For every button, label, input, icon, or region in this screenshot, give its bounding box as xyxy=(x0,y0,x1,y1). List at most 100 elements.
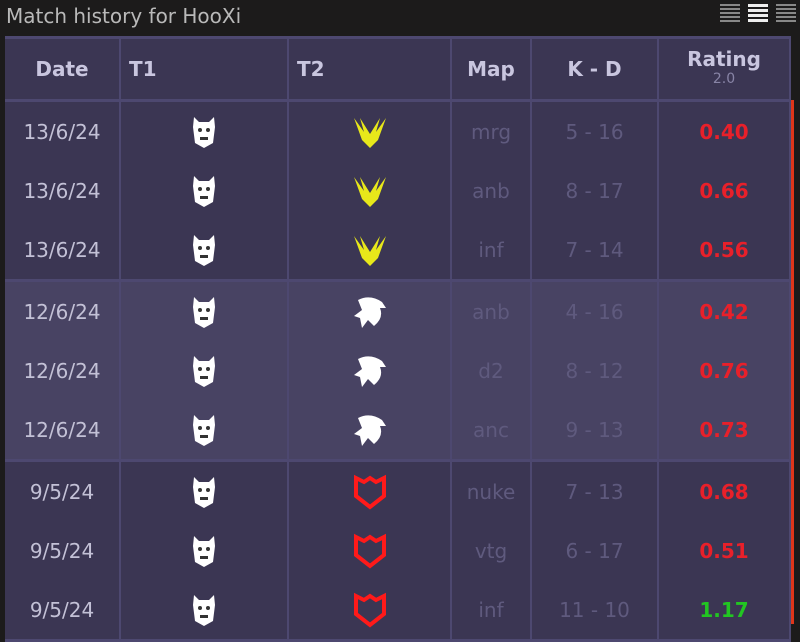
team2-cell xyxy=(289,220,452,279)
table-row[interactable]: 12/6/24 anc 9 - 13 0.73 xyxy=(5,400,791,459)
match-history-table: Date T1 T2 Map K - D Rating 2.0 13/6/24 m… xyxy=(5,36,791,642)
team2-cell xyxy=(289,400,452,459)
vitality-logo-icon xyxy=(353,117,386,148)
map-name: inf xyxy=(452,580,532,639)
rating-value: 0.73 xyxy=(659,400,791,459)
mouz-logo-icon xyxy=(353,592,386,628)
header-kd[interactable]: K - D xyxy=(532,39,659,99)
team2-cell xyxy=(289,580,452,639)
table-header: Date T1 T2 Map K - D Rating 2.0 xyxy=(5,39,791,102)
table-row[interactable]: 12/6/24 d2 8 - 12 0.76 xyxy=(5,341,791,400)
match-date: 13/6/24 xyxy=(5,161,121,220)
compact-view-icon[interactable] xyxy=(720,4,740,24)
wide-view-icon[interactable] xyxy=(776,4,796,24)
rating-value: 1.17 xyxy=(659,580,791,639)
scrollbar[interactable] xyxy=(791,100,794,624)
rating-value: 0.42 xyxy=(659,282,791,341)
match-date: 13/6/24 xyxy=(5,102,121,161)
team1-cell xyxy=(121,462,289,521)
vitality-logo-icon xyxy=(353,235,386,266)
header-t1[interactable]: T1 xyxy=(121,39,289,99)
kill-death: 6 - 17 xyxy=(532,521,659,580)
match-date: 12/6/24 xyxy=(5,282,121,341)
kill-death: 11 - 10 xyxy=(532,580,659,639)
rating-value: 0.68 xyxy=(659,462,791,521)
title-bar: Match history for HooXi xyxy=(0,0,800,34)
table-row[interactable]: 9/5/24 vtg 6 - 17 0.51 xyxy=(5,521,791,580)
header-t2[interactable]: T2 xyxy=(289,39,452,99)
team1-cell xyxy=(121,341,289,400)
match-date: 9/5/24 xyxy=(5,462,121,521)
g2-logo-icon xyxy=(193,234,215,266)
kill-death: 7 - 14 xyxy=(532,220,659,279)
kill-death: 7 - 13 xyxy=(532,462,659,521)
team1-cell xyxy=(121,161,289,220)
table-row[interactable]: 13/6/24 anb 8 - 17 0.66 xyxy=(5,161,791,220)
rating-value: 0.51 xyxy=(659,521,791,580)
team1-cell xyxy=(121,521,289,580)
g2-logo-icon xyxy=(193,116,215,148)
g2-logo-icon xyxy=(193,175,215,207)
map-name: nuke xyxy=(452,462,532,521)
kill-death: 8 - 17 xyxy=(532,161,659,220)
map-name: inf xyxy=(452,220,532,279)
spirit-logo-icon xyxy=(353,355,386,387)
header-rating[interactable]: Rating 2.0 xyxy=(659,39,791,99)
rating-label: Rating xyxy=(687,47,761,71)
rating-value: 0.66 xyxy=(659,161,791,220)
g2-logo-icon xyxy=(193,355,215,387)
g2-logo-icon xyxy=(193,535,215,567)
page-title: Match history for HooXi xyxy=(6,4,242,28)
match-date: 13/6/24 xyxy=(5,220,121,279)
map-name: anb xyxy=(452,161,532,220)
map-name: mrg xyxy=(452,102,532,161)
rating-value: 0.40 xyxy=(659,102,791,161)
team1-cell xyxy=(121,400,289,459)
mouz-logo-icon xyxy=(353,533,386,569)
opponent-group: 13/6/24 mrg 5 - 16 0.40 13/6/24 anb 8 - … xyxy=(5,102,791,282)
rating-value: 0.76 xyxy=(659,341,791,400)
table-row[interactable]: 12/6/24 anb 4 - 16 0.42 xyxy=(5,282,791,341)
view-toggle xyxy=(720,4,796,24)
team1-cell xyxy=(121,580,289,639)
kill-death: 8 - 12 xyxy=(532,341,659,400)
table-row[interactable]: 9/5/24 inf 11 - 10 1.17 xyxy=(5,580,791,639)
table-row[interactable]: 13/6/24 mrg 5 - 16 0.40 xyxy=(5,102,791,161)
match-date: 12/6/24 xyxy=(5,400,121,459)
table-row[interactable]: 13/6/24 inf 7 - 14 0.56 xyxy=(5,220,791,279)
team1-cell xyxy=(121,282,289,341)
opponent-group: 9/5/24 nuke 7 - 13 0.68 9/5/24 vtg 6 - 1… xyxy=(5,462,791,642)
g2-logo-icon xyxy=(193,296,215,328)
mouz-logo-icon xyxy=(353,474,386,510)
match-date: 9/5/24 xyxy=(5,580,121,639)
kill-death: 9 - 13 xyxy=(532,400,659,459)
table-row[interactable]: 9/5/24 nuke 7 - 13 0.68 xyxy=(5,462,791,521)
g2-logo-icon xyxy=(193,476,215,508)
team2-cell xyxy=(289,161,452,220)
header-map[interactable]: Map xyxy=(452,39,532,99)
map-name: d2 xyxy=(452,341,532,400)
map-name: anb xyxy=(452,282,532,341)
spirit-logo-icon xyxy=(353,414,386,446)
header-date[interactable]: Date xyxy=(5,39,121,99)
rating-value: 0.56 xyxy=(659,220,791,279)
kill-death: 4 - 16 xyxy=(532,282,659,341)
map-name: anc xyxy=(452,400,532,459)
team2-cell xyxy=(289,462,452,521)
kill-death: 5 - 16 xyxy=(532,102,659,161)
list-view-icon[interactable] xyxy=(748,4,768,24)
team2-cell xyxy=(289,521,452,580)
spirit-logo-icon xyxy=(353,296,386,328)
team2-cell xyxy=(289,282,452,341)
team2-cell xyxy=(289,341,452,400)
g2-logo-icon xyxy=(193,594,215,626)
vitality-logo-icon xyxy=(353,176,386,207)
match-date: 9/5/24 xyxy=(5,521,121,580)
g2-logo-icon xyxy=(193,414,215,446)
rating-version: 2.0 xyxy=(712,71,736,87)
team2-cell xyxy=(289,102,452,161)
match-date: 12/6/24 xyxy=(5,341,121,400)
team1-cell xyxy=(121,220,289,279)
team1-cell xyxy=(121,102,289,161)
opponent-group: 12/6/24 anb 4 - 16 0.42 12/6/24 d2 8 - 1… xyxy=(5,282,791,462)
